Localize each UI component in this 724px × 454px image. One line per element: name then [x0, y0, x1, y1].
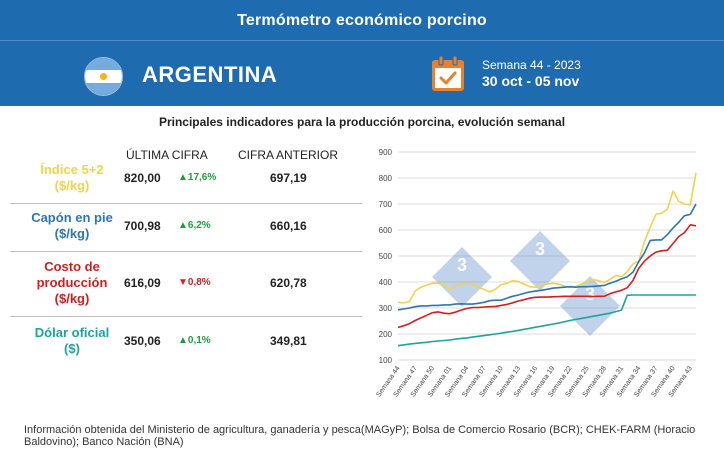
indicator-change: ▼0,8%	[178, 277, 211, 288]
y-tick-label: 100	[379, 356, 393, 365]
indicator-value: 820,00	[124, 171, 161, 185]
watermark-logo-icon: 3	[510, 231, 570, 291]
indicator-previous: 349,81	[270, 334, 307, 348]
indicator-row-dolar: Dólar oficial ($) 350,06 ▲0,1% 349,81	[0, 317, 364, 363]
argentina-flag-icon	[84, 57, 123, 96]
indicator-name: Costo de producción ($/kg)	[36, 259, 108, 306]
y-tick-label: 600	[379, 226, 393, 235]
header-banner: Termómetro económico porcino ARGENTINA S…	[0, 0, 724, 106]
watermark-logo-icon: 3	[560, 276, 620, 336]
indicator-row-capon: Capón en pie ($/kg) 700,98 ▲6,2% 660,16	[0, 204, 364, 250]
week-label: Semana 44 - 2023	[482, 58, 581, 72]
date-range: 30 oct - 05 nov	[482, 73, 580, 89]
indicator-name: Índice 5+2 ($/kg)	[40, 162, 104, 193]
section-subtitle: Principales indicadores para la producci…	[158, 115, 566, 129]
page-title: Termómetro económico porcino	[237, 12, 487, 29]
y-tick-label: 200	[379, 330, 393, 339]
col-header-last: ÚLTIMA CIFRA	[126, 148, 208, 162]
y-tick-label: 800	[379, 174, 393, 183]
country-name: ARGENTINA	[142, 62, 278, 87]
indicator-value: 616,09	[124, 276, 161, 290]
indicator-change: ▲6,2%	[178, 220, 211, 231]
calendar-check-icon	[432, 55, 464, 91]
footer-line-1: Información obtenida del Ministerio de a…	[24, 424, 696, 436]
y-tick-label: 500	[379, 252, 393, 261]
indicator-name: Dólar oficial ($)	[34, 325, 110, 356]
series-line-2	[397, 224, 697, 329]
y-tick-label: 400	[379, 278, 393, 287]
svg-text:3: 3	[535, 239, 545, 259]
indicator-previous: 697,19	[270, 171, 307, 185]
svg-text:3: 3	[585, 284, 595, 304]
watermark-logo-icon: 3	[432, 247, 492, 307]
indicator-previous: 620,78	[270, 276, 307, 290]
row-divider	[10, 316, 362, 317]
indicator-name: Capón en pie ($/kg)	[31, 210, 113, 241]
source-footer: Información obtenida del Ministerio de a…	[24, 424, 714, 448]
indicator-previous: 660,16	[270, 219, 307, 233]
series-line-1	[397, 203, 697, 311]
indicator-row-costo: Costo de producción ($/kg) 616,09 ▼0,8% 62…	[0, 252, 364, 314]
indicator-change: ▲0,1%	[178, 335, 211, 346]
y-tick-label: 700	[379, 200, 393, 209]
series-line-3	[397, 294, 696, 347]
series-line-0	[397, 172, 697, 304]
footer-line-2: Baldovino); Banco Nación (BNA)	[24, 436, 184, 448]
y-tick-label: 300	[379, 304, 393, 313]
col-header-previous: CIFRA ANTERIOR	[238, 148, 339, 162]
header-divider	[0, 40, 724, 41]
row-divider	[10, 251, 362, 252]
row-divider	[10, 203, 362, 204]
svg-text:3: 3	[457, 255, 467, 275]
indicator-value: 350,06	[124, 334, 161, 348]
indicator-row-indice: Índice 5+2 ($/kg) 820,00 ▲17,6% 697,19	[0, 158, 364, 204]
indicator-change: ▲17,6%	[178, 172, 217, 183]
indicator-value: 700,98	[124, 219, 161, 233]
y-tick-label: 900	[379, 148, 393, 157]
